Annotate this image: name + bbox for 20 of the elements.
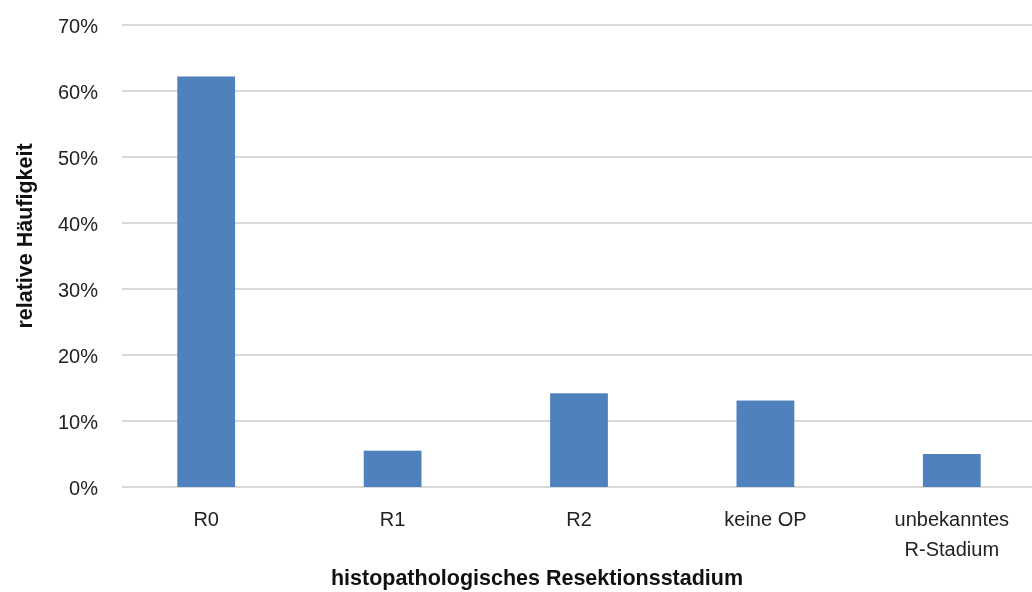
bar bbox=[922, 454, 981, 487]
y-tick-label: 50% bbox=[57, 146, 99, 169]
y-tick-label: 10% bbox=[57, 410, 99, 433]
x-tick-label: keine OP bbox=[724, 508, 807, 530]
y-tick-label: 70% bbox=[57, 14, 99, 37]
x-tick-label: R1 bbox=[379, 508, 406, 530]
y-tick-label: 0% bbox=[69, 476, 99, 499]
bar bbox=[736, 400, 795, 487]
x-tick-label: R0 bbox=[193, 508, 219, 530]
bar bbox=[363, 450, 422, 487]
x-tick-label: R2 bbox=[566, 508, 592, 530]
x-axis-title: histopathologisches Resektionsstadium bbox=[330, 566, 744, 590]
y-tick-label: 40% bbox=[57, 212, 99, 235]
y-tick-label: 20% bbox=[57, 344, 99, 367]
bar bbox=[177, 76, 236, 487]
bar bbox=[550, 393, 608, 487]
y-axis-title: relative Häufigkeit bbox=[13, 143, 37, 329]
y-tick-label: 30% bbox=[57, 278, 99, 301]
y-tick-label: 60% bbox=[57, 80, 99, 103]
x-tick-label: unbekanntes R-Stadium bbox=[894, 508, 1010, 560]
